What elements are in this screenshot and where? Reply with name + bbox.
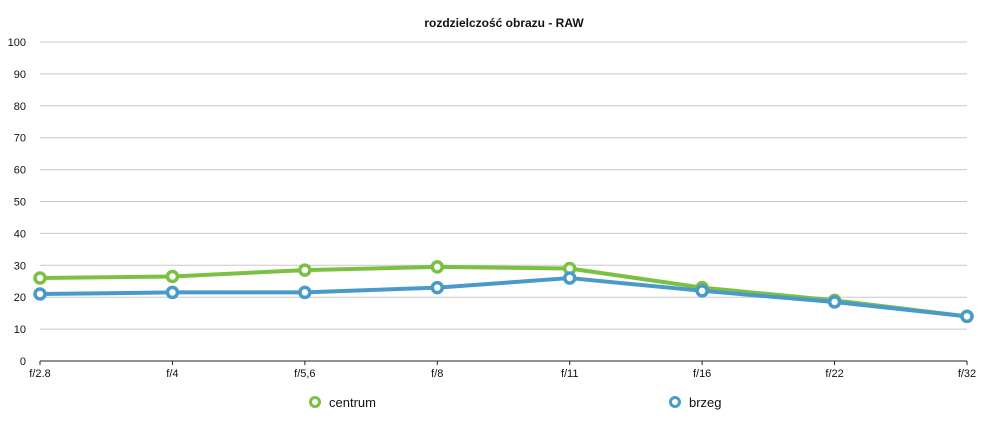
- y-tick-label: 100: [8, 37, 26, 49]
- y-tick-label: 10: [14, 324, 26, 336]
- series-line: [38, 276, 969, 319]
- data-point: [298, 263, 312, 277]
- chart-title: rozdzielczość obrazu - RAW: [424, 16, 584, 30]
- y-tick-label: 30: [14, 260, 26, 272]
- y-tick-label: 40: [14, 228, 26, 240]
- data-point: [430, 280, 445, 295]
- x-tick-label: f/16: [693, 368, 711, 380]
- y-tick-label: 70: [14, 133, 26, 145]
- data-point: [298, 285, 312, 300]
- x-tick-label: f/22: [825, 368, 843, 380]
- data-point: [165, 285, 180, 300]
- legend-marker-icon: [309, 396, 321, 408]
- legend-marker-icon: [669, 396, 681, 408]
- x-tick-label: f/5,6: [294, 368, 315, 380]
- y-tick-label: 80: [14, 101, 26, 113]
- x-tick-label: f/2.8: [29, 368, 50, 380]
- legend-label: centrum: [329, 395, 376, 410]
- data-point: [33, 287, 47, 301]
- series-brzeg: [33, 271, 974, 324]
- y-tick-label: 20: [14, 292, 26, 304]
- y-tick-label: 90: [14, 69, 26, 81]
- x-tick-label: f/11: [561, 368, 579, 380]
- y-tick-label: 0: [20, 356, 26, 368]
- data-point: [562, 271, 577, 285]
- data-point: [960, 309, 974, 324]
- data-point: [165, 269, 180, 284]
- x-tick-label: f/32: [958, 368, 976, 380]
- legend-item-centrum: centrum: [309, 395, 376, 410]
- data-point: [827, 295, 842, 309]
- legend-item-brzeg: brzeg: [669, 395, 722, 410]
- data-point: [430, 260, 445, 274]
- y-tick-label: 50: [14, 197, 26, 209]
- legend-label: brzeg: [689, 395, 722, 410]
- data-point: [695, 284, 709, 298]
- x-tick-label: f/4: [166, 368, 178, 380]
- data-point: [33, 271, 47, 285]
- x-tick-label: f/8: [431, 368, 443, 380]
- y-tick-label: 60: [14, 165, 26, 177]
